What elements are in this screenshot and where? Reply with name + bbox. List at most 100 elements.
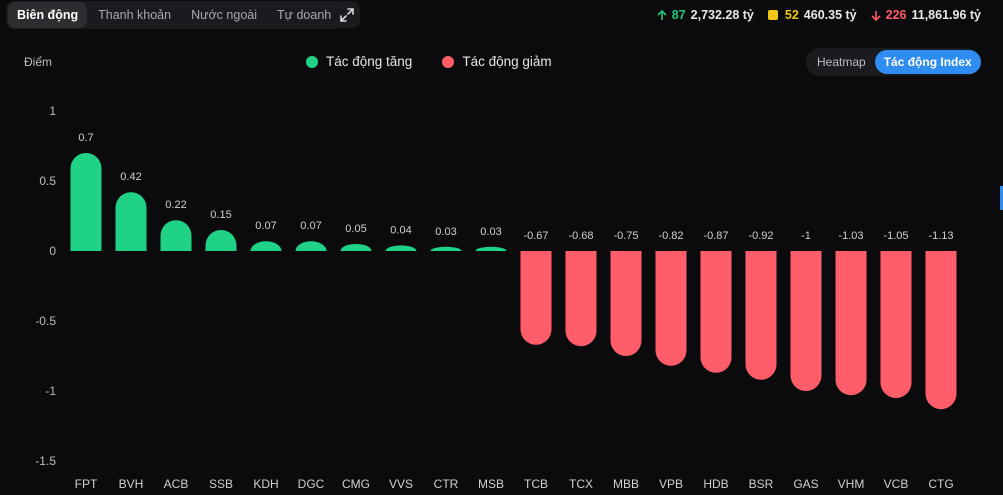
y-tick-label: 0.5 bbox=[39, 174, 56, 188]
value-label: 0.22 bbox=[165, 199, 186, 211]
stat-flat: 52 460.35 tỷ bbox=[767, 8, 857, 22]
x-tick-label: MSB bbox=[478, 477, 504, 491]
x-tick-label: ACB bbox=[164, 477, 189, 491]
y-tick-label: -0.5 bbox=[35, 314, 56, 328]
green-dot-icon bbox=[306, 55, 318, 68]
value-label: -0.68 bbox=[568, 230, 593, 242]
bar-dgc[interactable] bbox=[295, 241, 327, 251]
x-tick-label: SSB bbox=[209, 477, 233, 491]
value-label: 0.05 bbox=[345, 223, 366, 235]
value-label: 0.03 bbox=[480, 226, 501, 238]
bar-acb[interactable] bbox=[160, 220, 192, 251]
bar-mbb[interactable] bbox=[610, 251, 642, 356]
view-toggle: Heatmap Tác động Index bbox=[806, 48, 981, 76]
bar-cmg[interactable] bbox=[340, 244, 372, 251]
red-dot-icon bbox=[442, 55, 455, 68]
market-breadth: 87 2,732.28 tỷ 52 460.35 tỷ 226 11,861.9… bbox=[657, 8, 981, 22]
bar-fpt[interactable] bbox=[70, 153, 102, 251]
tab-bar: Biên động Thanh khoản Nước ngoài Tự doan… bbox=[6, 1, 343, 29]
value-label: 0.04 bbox=[390, 224, 411, 236]
tab-tu-doanh[interactable]: Tự doanh bbox=[277, 8, 332, 22]
value-label: -0.82 bbox=[658, 230, 683, 242]
legend-decrease[interactable]: Tác động giảm bbox=[442, 54, 552, 69]
value-label: -0.92 bbox=[748, 230, 773, 242]
y-tick-label: -1 bbox=[45, 384, 56, 398]
stat-down: 226 11,861.96 tỷ bbox=[871, 8, 981, 22]
value-label: -0.87 bbox=[703, 230, 728, 242]
legend-increase[interactable]: Tác động tăng bbox=[306, 54, 412, 69]
bar-ctg[interactable] bbox=[925, 251, 957, 410]
bar-gas[interactable] bbox=[790, 251, 822, 391]
bar-vcb[interactable] bbox=[880, 251, 912, 398]
value-label: 0.07 bbox=[255, 220, 276, 232]
value-labels: 0.7 0.42 0.22 0.15 0.07 0.07 0.05 0.04 0.03 0.03 -… bbox=[78, 132, 953, 242]
stat-down-value: 11,861.96 tỷ bbox=[911, 8, 981, 22]
square-icon bbox=[767, 10, 778, 20]
x-tick-label: GAS bbox=[793, 477, 818, 491]
y-axis-label: Điểm bbox=[24, 55, 53, 69]
legend-increase-label: Tác động tăng bbox=[326, 54, 413, 69]
x-tick-label: FPT bbox=[75, 477, 98, 491]
x-tick-label: TCB bbox=[524, 477, 548, 491]
bars bbox=[70, 153, 957, 410]
x-tick-label: MBB bbox=[613, 477, 639, 491]
value-label: 0.03 bbox=[435, 226, 456, 238]
bar-hdb[interactable] bbox=[700, 251, 732, 373]
x-tick-label: VCB bbox=[884, 477, 909, 491]
x-tick-label: CTG bbox=[928, 477, 953, 491]
stat-down-count: 226 bbox=[885, 8, 907, 22]
bar-tcb[interactable] bbox=[520, 251, 552, 345]
bar-ctr[interactable] bbox=[430, 246, 462, 251]
scroll-indicator bbox=[1000, 186, 1003, 210]
x-tick-label: VVS bbox=[389, 477, 413, 491]
y-tick-label: 0 bbox=[49, 244, 56, 258]
heatmap-button[interactable]: Heatmap bbox=[817, 55, 866, 69]
bar-msb[interactable] bbox=[475, 246, 507, 251]
x-tick-label: VPB bbox=[659, 477, 683, 491]
stat-up-count: 87 bbox=[671, 8, 686, 22]
stat-flat-count: 52 bbox=[784, 8, 799, 22]
index-impact-button[interactable]: Tác động Index bbox=[874, 50, 981, 74]
stat-flat-value: 460.35 tỷ bbox=[803, 8, 857, 22]
y-tick-label: 1 bbox=[49, 104, 56, 118]
x-tick-label: DGC bbox=[298, 477, 325, 491]
bar-bvh[interactable] bbox=[115, 192, 147, 251]
bar-vvs[interactable] bbox=[385, 245, 417, 251]
bar-ssb[interactable] bbox=[205, 229, 237, 251]
bar-kdh[interactable] bbox=[250, 241, 282, 251]
expand-button[interactable] bbox=[333, 1, 360, 28]
bar-vhm[interactable] bbox=[835, 251, 867, 396]
bar-vpb[interactable] bbox=[655, 251, 687, 366]
expand-icon bbox=[339, 7, 354, 22]
x-tick-label: HDB bbox=[703, 477, 728, 491]
stat-up: 87 2,732.28 tỷ bbox=[657, 8, 754, 22]
value-label: -1.13 bbox=[928, 230, 953, 242]
value-label: -1.05 bbox=[883, 230, 908, 242]
x-tick-label: KDH bbox=[253, 477, 278, 491]
arrow-down-icon bbox=[871, 10, 881, 21]
arrow-up-icon bbox=[657, 9, 667, 20]
value-label: 0.15 bbox=[210, 209, 231, 221]
bar-tcx[interactable] bbox=[565, 251, 597, 347]
tab-nuoc-ngoai[interactable]: Nước ngoài bbox=[191, 8, 257, 22]
tab-bien-dong[interactable]: Biên động bbox=[8, 2, 88, 28]
value-label: -1 bbox=[801, 230, 811, 242]
bar-bsr[interactable] bbox=[745, 251, 777, 380]
value-label: 0.42 bbox=[120, 171, 141, 183]
legend-decrease-label: Tác động giảm bbox=[462, 54, 552, 69]
x-axis-labels: FPT BVH ACB SSB KDH DGC CMG VVS CTR MSB TCB TCX MBB V… bbox=[75, 477, 954, 491]
tab-thanh-khoan[interactable]: Thanh khoản bbox=[98, 8, 172, 22]
x-tick-label: VHM bbox=[838, 477, 865, 491]
x-tick-label: CTR bbox=[434, 477, 459, 491]
y-tick-label: -1.5 bbox=[35, 454, 56, 468]
y-axis-ticks: 1 0.5 0 -0.5 -1 -1.5 bbox=[35, 104, 56, 468]
x-tick-label: CMG bbox=[342, 477, 370, 491]
value-label: 0.07 bbox=[300, 220, 321, 232]
value-label: -0.75 bbox=[613, 230, 638, 242]
x-tick-label: BSR bbox=[749, 477, 774, 491]
chart-legend: Tác động tăng Tác động giảm bbox=[306, 54, 552, 69]
value-label: 0.7 bbox=[78, 132, 93, 144]
x-tick-label: BVH bbox=[119, 477, 144, 491]
value-label: -1.03 bbox=[838, 230, 863, 242]
